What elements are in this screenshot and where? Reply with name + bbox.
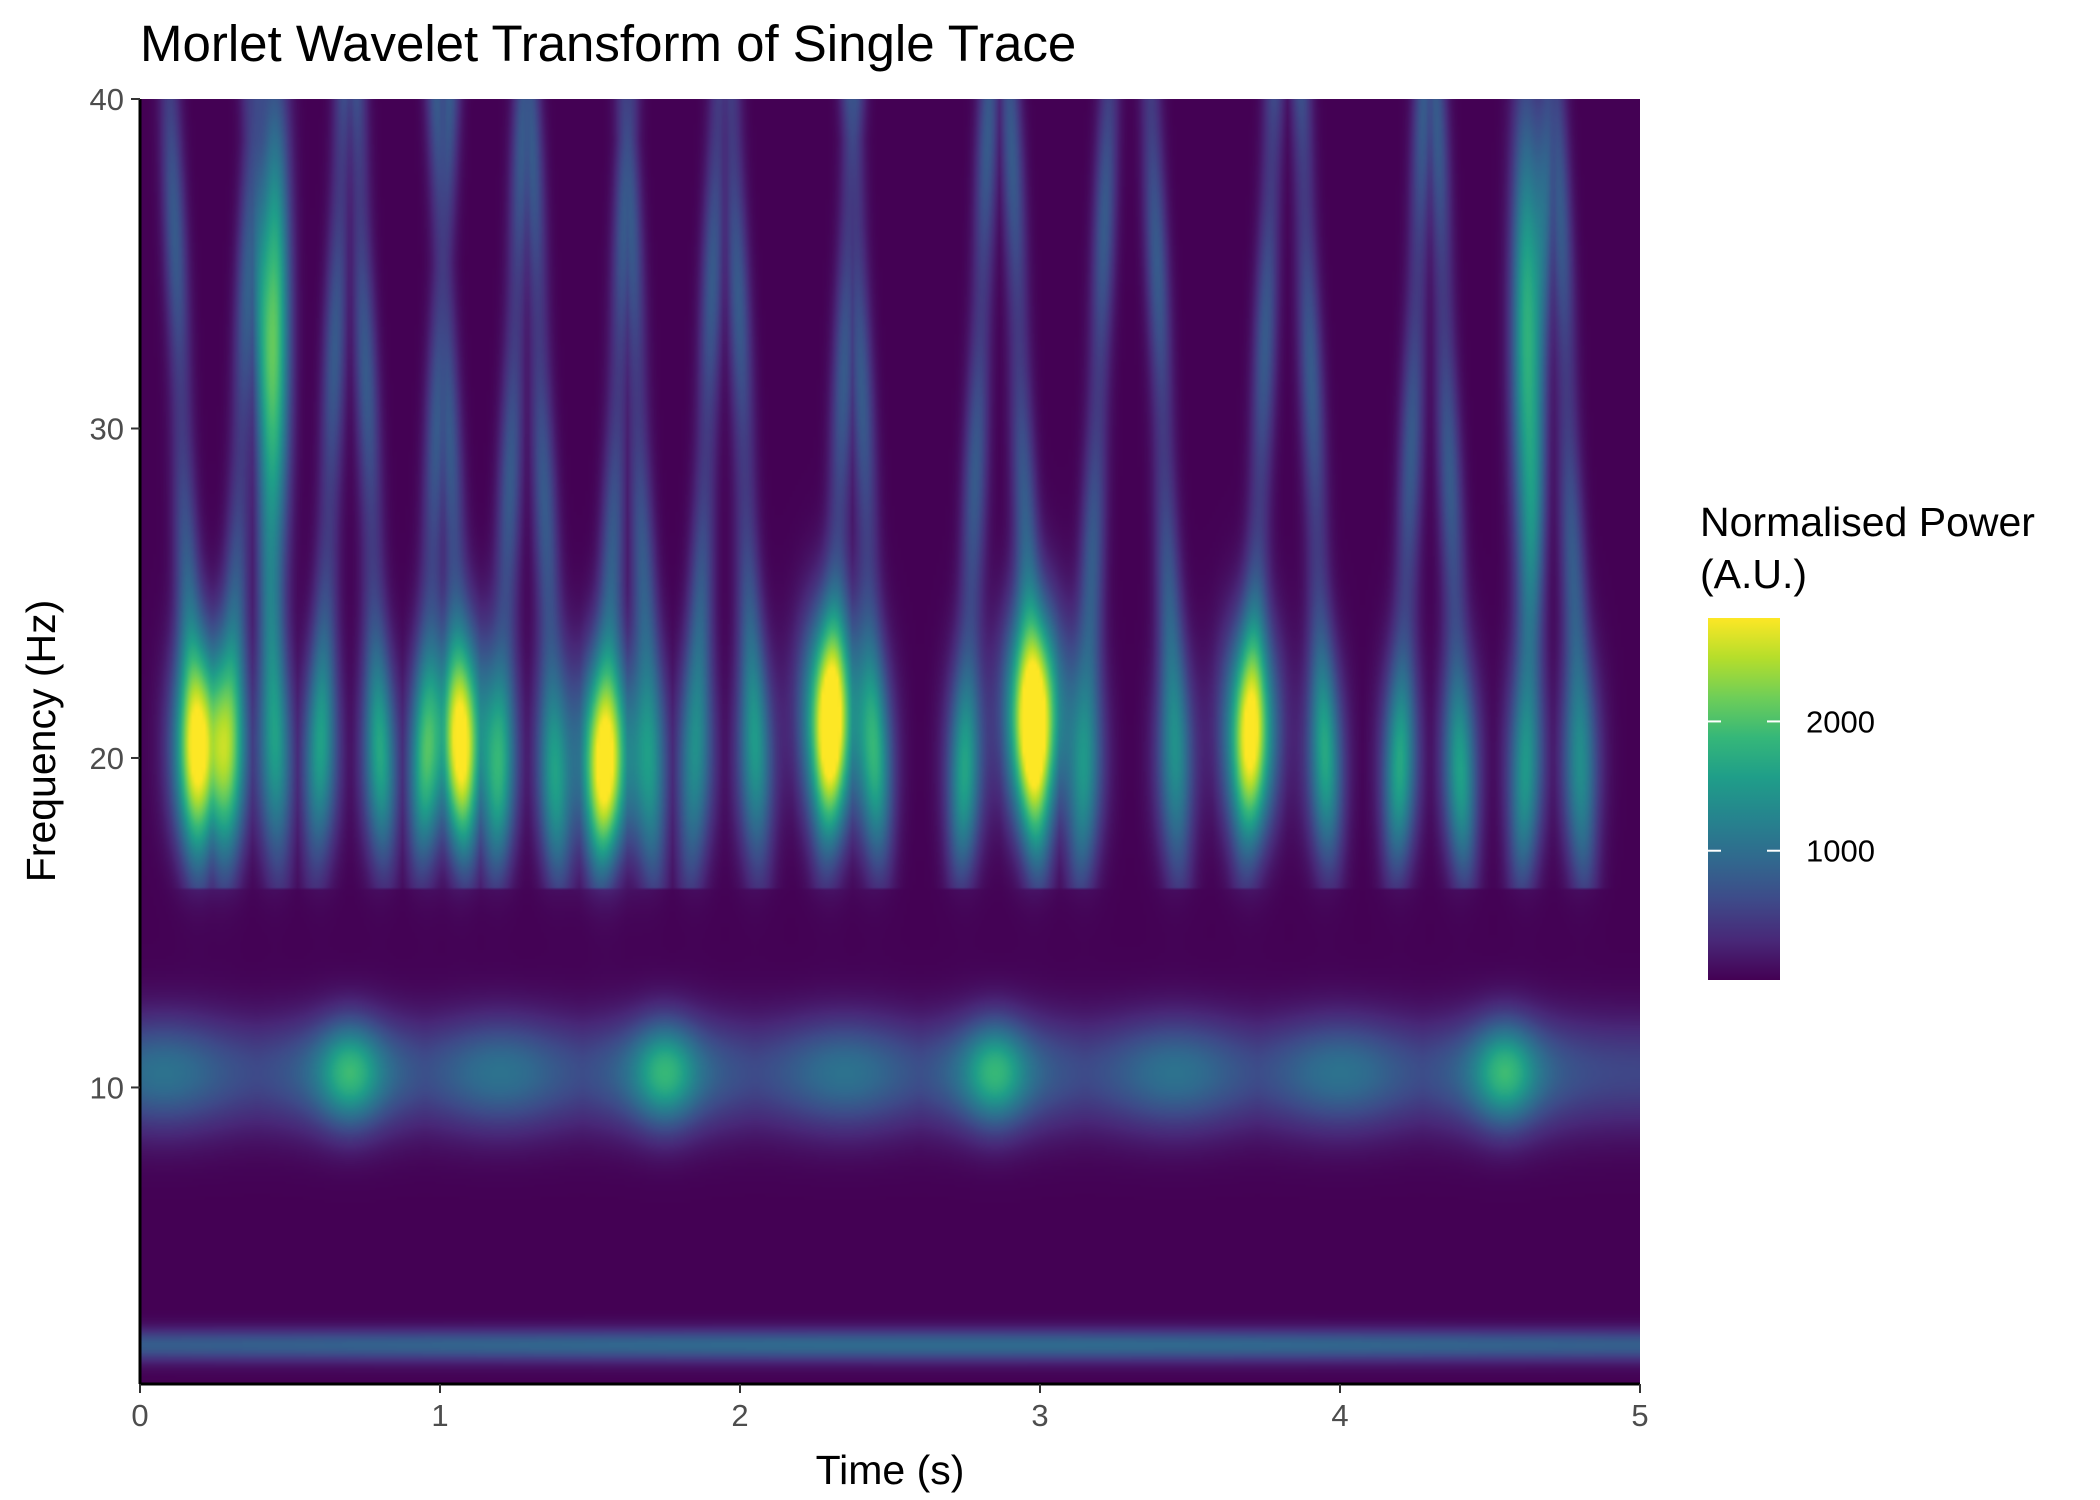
wavelet-heatmap — [140, 99, 1640, 1384]
x-ticks: 0 1 2 3 4 5 — [131, 1384, 1649, 1433]
y-tick-label: 20 — [90, 741, 124, 776]
x-tick-label: 5 — [1631, 1398, 1648, 1433]
colorbar — [1708, 618, 1780, 980]
x-tick-label: 0 — [131, 1398, 148, 1433]
colorbar-tick-label: 2000 — [1806, 704, 1875, 739]
colorbar-tick-label: 1000 — [1806, 834, 1875, 869]
x-axis-title: Time (s) — [816, 1447, 965, 1493]
colorbar-ticks: 1000 2000 — [1708, 704, 1875, 869]
x-tick-label: 2 — [731, 1398, 748, 1433]
legend-title-line-1: Normalised Power — [1700, 499, 2035, 545]
y-tick-label: 30 — [90, 411, 124, 446]
y-tick-label: 10 — [90, 1070, 124, 1105]
x-tick-label: 3 — [1031, 1398, 1048, 1433]
y-axis-title: Frequency (Hz) — [18, 600, 64, 883]
heatmap-panel — [140, 99, 1640, 1384]
legend-title: Normalised Power (A.U.) — [1700, 496, 2035, 600]
chart-title: Morlet Wavelet Transform of Single Trace — [140, 15, 1077, 72]
y-tick-label: 40 — [90, 82, 124, 117]
x-tick-label: 4 — [1331, 1398, 1348, 1433]
x-tick-label: 1 — [431, 1398, 448, 1433]
y-ticks: 10 20 30 40 — [90, 82, 140, 1105]
legend-title-line-2: (A.U.) — [1700, 551, 1808, 597]
